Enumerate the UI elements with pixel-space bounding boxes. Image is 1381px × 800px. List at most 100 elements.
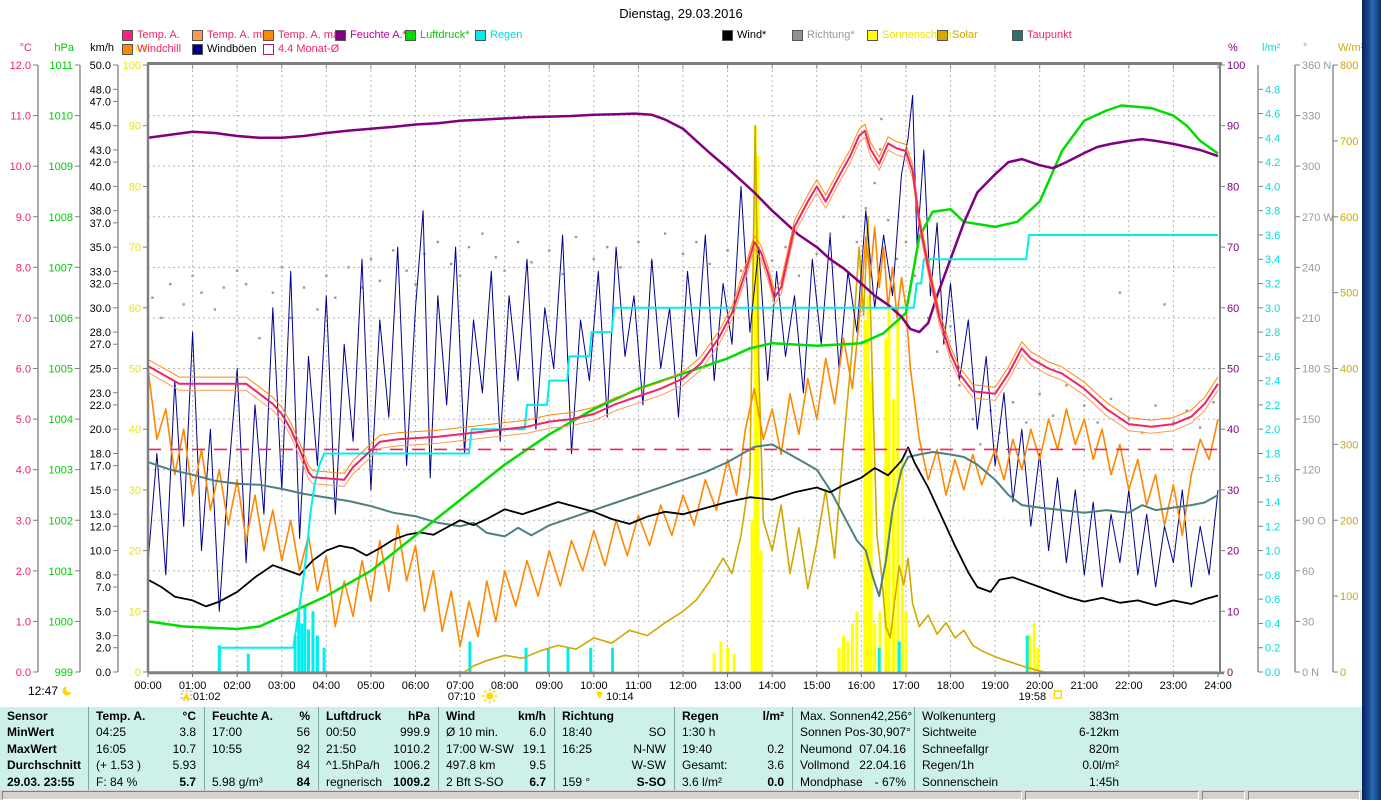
axis-tick-label: 40 [129,424,141,436]
window-edge-strip [1362,0,1381,800]
axis-tick-label: % [1228,42,1238,54]
table-cell-value: l/m² [762,709,784,723]
axis-tick-label: 03:00 [268,680,296,692]
axis-tick-label: 15:00 [803,680,831,692]
axis-tick-label: 4.6 [1265,109,1280,121]
legend-swatch [263,43,274,55]
table-cell-value: 3.6 [767,758,784,773]
axis-tick-label: 1001 [49,566,73,578]
legend-item-windchill[interactable]: Windchill [122,43,181,55]
axis-tick-label: 300 [1302,161,1320,173]
legend-item-windb-en[interactable]: Windböen [192,43,257,55]
axis-tick-label: 400 [1340,364,1358,376]
table-cell-label: Wind [446,709,476,723]
table-cell-value: 1009.2 [393,774,430,789]
x-axis: 00:00 01:00 02:00 03:00 04:00 05:00 06:00 07:00… [134,680,1232,692]
table-cell-value: 19.1 [522,741,546,756]
table-cell-label: 00:50 [326,725,357,740]
legend-swatch [335,29,346,41]
table-cell-label: Sonnenschein [922,774,999,789]
legend-label: 4.4 Monat-Ø [278,43,340,55]
table-row: 10:55 92 [205,741,318,757]
axis-tick-label: 02:00 [223,680,251,692]
axis-tick-label: 1009 [49,161,73,173]
legend-item-sonnenschein[interactable]: Sonnenschein [867,29,952,41]
axis-tick-label: 50 [1227,364,1239,376]
axis-tick-label: 10 [1227,606,1239,618]
column-wind: Wind km/h Ø 10 min. 6.0 17:00 W-SW 19.1 497.8 … [438,707,554,791]
table-cell-label: Ø 10 min. [446,725,499,740]
table-cell-value [784,724,792,740]
legend-item-wind[interactable]: Wind* [722,29,766,41]
legend-label: Richtung* [807,29,855,41]
axis-tick-label: 21:00 [1070,680,1098,692]
axis-tick-label: 7.0 [96,582,111,594]
table-cell-value: 820m [1088,741,1119,756]
axis-tick-label: 7.0 [16,313,31,325]
table-cell-value: °C [182,709,196,723]
table-row: MinWert [0,724,88,740]
axis-tick-label: 1010 [49,111,73,123]
axis-tick-label: 2.2 [1265,400,1280,412]
table-cell-value: 383m [1088,709,1119,723]
axis-tick-label: 1003 [49,465,73,477]
table-row: Sensor [0,708,88,724]
legend-item-richtung[interactable]: Richtung* [792,29,855,41]
axis-tick-label: 30 [129,485,141,497]
table-row: W-SW [555,757,674,773]
axis-tick-label: ° [1303,42,1307,54]
moonrise-time: 12:47 [28,684,73,698]
table-cell-value: 0.0l/m² [1082,758,1119,773]
legend-label: Temp. A. [137,29,180,41]
table-row: 00:50 999.9 [319,724,438,740]
axis-tick-label: 4.0 [16,465,31,477]
axis-tick-label: 80 [1227,181,1239,193]
status-segment [1025,791,1199,800]
table-row: F: 84 % 5.7 [89,774,204,790]
table-cell-label: Max. Sonnen [800,709,871,723]
table-cell-value [80,741,88,757]
legend-item-temp-a-max[interactable]: Temp. A. max [263,29,345,41]
axis-tick-label: 3.2 [1265,279,1280,291]
axis-tick-label: 19:58 [1019,691,1047,703]
status-segment [1248,791,1360,800]
axis-tick-label: 0 N [1302,667,1319,679]
table-row: Richtung [555,708,674,724]
axis-tick-label: 150 [1302,414,1320,426]
table-row: Schneefallgr 820m [915,741,1127,757]
axis-tick-label: 270 W [1302,212,1334,224]
axis-tick-label: 40 [1227,424,1239,436]
axis-tick-label: 1.0 [1265,546,1280,558]
axis-tick-label: 35.0 [90,242,111,254]
table-row: 16:05 10.7 [89,741,204,757]
axis-temp_c: 0.0 1.0 2.0 3.0 4.0 5.0 6.0 7.0 8.0 9.0 10.0 11.0 12… [10,42,39,679]
axis-tick-label: °C [20,42,32,54]
table-cell-value: 42,256° [870,709,913,723]
column-luftdruck: Luftdruck hPa 00:50 999.9 21:50 1010.2 ^1.5hPa… [318,707,438,791]
axis-tick-label: 1002 [49,515,73,527]
axis-tick-label: 1.2 [1265,521,1280,533]
axis-tick-label: 90 O [1302,515,1326,527]
axis-tick-label: 22:00 [1115,680,1143,692]
axis-tick-label: 27.0 [90,339,111,351]
axis-tick-label: 4.0 [1265,181,1280,193]
axis-tick-label: 30.0 [90,303,111,315]
sunrise-icon [486,692,494,700]
legend-item-taupunkt[interactable]: Taupunkt [1012,29,1072,41]
table-cell-label: Sichtweite [922,725,977,740]
legend-label: Windchill [137,43,182,55]
legend-item-temp-a-min[interactable]: Temp. A. min [192,29,271,41]
axis-tick-label: 9.0 [16,212,31,224]
legend-item-temp-a[interactable]: Temp. A. [122,29,180,41]
axis-tick-label: 08:00 [491,680,519,692]
table-cell-label: Schneefallgr [922,741,989,756]
axis-tick-label: 05:00 [357,680,385,692]
legend-item-luftdruck[interactable]: Luftdruck* [405,29,470,41]
table-cell-label: 19:40 [682,741,713,756]
legend-item-feuchte-a[interactable]: Feuchte A.* [335,29,407,41]
table-cell-value: 6-12km [1078,725,1119,740]
legend-item-solar[interactable]: Solar [937,29,978,41]
legend-item-regen[interactable]: Regen [475,29,522,41]
axis-tick-label: 10.0 [10,161,31,173]
legend-item-4-4-monat[interactable]: 4.4 Monat-Ø [263,43,339,55]
